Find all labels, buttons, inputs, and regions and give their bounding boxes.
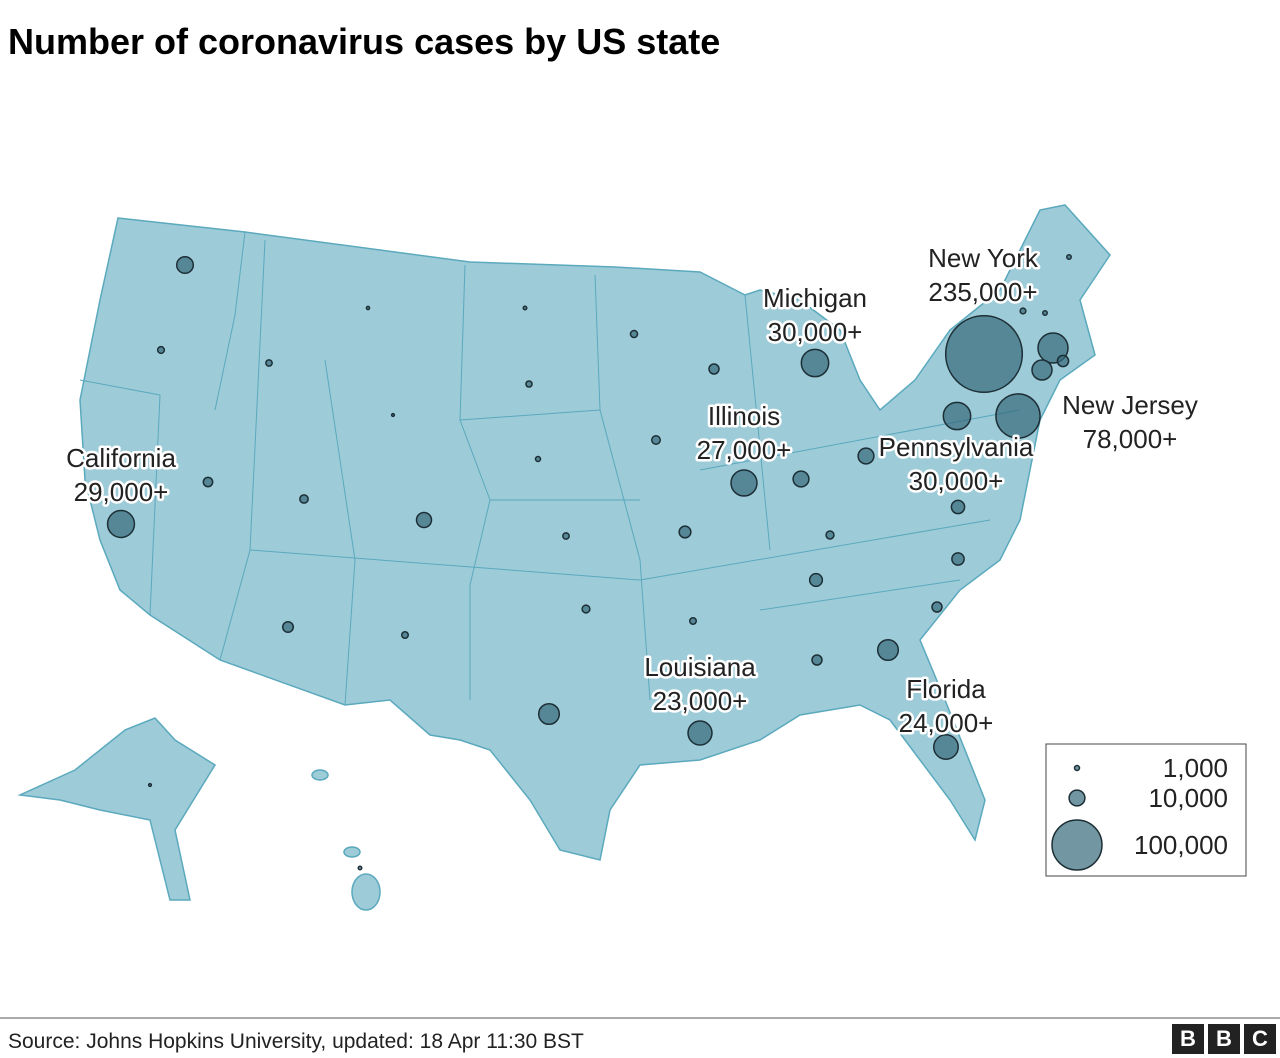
case-bubble	[175, 255, 195, 275]
case-bubble	[265, 359, 273, 367]
case-bubble	[792, 470, 810, 488]
case-bubble	[1019, 307, 1027, 315]
state-value: 78,000+	[1083, 424, 1178, 454]
case-bubble	[537, 702, 561, 726]
bubbles	[106, 254, 1072, 871]
case-bubble	[147, 782, 153, 788]
legend-bubble	[1068, 789, 1086, 807]
case-bubble	[687, 720, 713, 746]
state-name: California	[66, 443, 176, 473]
case-bubble	[202, 476, 214, 488]
case-bubble	[1042, 310, 1048, 316]
logo-box	[1244, 1024, 1276, 1054]
case-bubble	[995, 393, 1041, 439]
state-name: Michigan	[763, 283, 867, 313]
state-name: Louisiana	[644, 652, 756, 682]
state-value: 30,000+	[909, 466, 1004, 496]
state-value: 27,000+	[697, 435, 792, 465]
logo-letter: B	[1180, 1026, 1196, 1051]
state-value: 29,000+	[74, 477, 169, 507]
state-name: New York	[928, 243, 1039, 273]
case-bubble	[562, 532, 570, 540]
case-bubble	[825, 530, 835, 540]
logo-letter: C	[1252, 1026, 1268, 1051]
case-bubble	[811, 654, 823, 666]
source: Source: Johns Hopkins University, update…	[8, 1030, 584, 1053]
case-bubble	[800, 348, 830, 378]
logo-box	[1172, 1024, 1204, 1054]
case-bubble	[106, 509, 136, 539]
case-bubble	[944, 314, 1024, 394]
case-bubble	[581, 604, 591, 614]
labels: California 29,000+ Michigan 30,000+ New York…	[64, 241, 1201, 741]
case-bubble	[390, 412, 396, 418]
state-name: New Jersey	[1062, 390, 1198, 420]
hawaii	[311, 769, 329, 781]
case-bubble	[281, 620, 295, 634]
map-shapes	[17, 204, 1111, 911]
logo-letter: B	[1216, 1026, 1232, 1051]
legend-bubble	[1051, 819, 1103, 871]
case-bubble	[156, 345, 166, 355]
case-bubble	[951, 552, 965, 566]
case-bubble	[629, 329, 639, 339]
state-value: 24,000+	[899, 708, 994, 738]
state-name: Florida	[906, 674, 986, 704]
state-name: Pennsylvania	[879, 432, 1034, 462]
case-bubble	[857, 447, 875, 465]
case-bubble	[931, 601, 943, 613]
case-bubble	[876, 638, 900, 662]
legend-label: 1,000	[1163, 753, 1228, 783]
logo-box	[1208, 1024, 1240, 1054]
state-value: 235,000+	[928, 277, 1037, 307]
case-bubble	[415, 511, 433, 529]
legend-bubble	[1073, 764, 1081, 772]
case-bubble	[1066, 254, 1072, 260]
case-bubble	[650, 434, 662, 446]
title: Number of coronavirus cases by US state	[8, 21, 720, 62]
case-bubble	[688, 616, 698, 626]
case-bubble	[1031, 359, 1053, 381]
case-bubble	[357, 865, 363, 871]
case-bubble	[808, 572, 824, 588]
border	[79, 231, 1021, 706]
case-bubble	[678, 525, 692, 539]
case-bubble	[299, 494, 309, 504]
case-bubble	[365, 305, 371, 311]
state-borders	[79, 231, 1021, 706]
case-bubble	[534, 455, 542, 463]
case-bubble	[708, 363, 720, 375]
hawaii	[351, 873, 381, 911]
legend-label: 100,000	[1134, 830, 1228, 860]
case-bubble	[1056, 354, 1070, 368]
case-bubble	[525, 380, 533, 388]
case-bubble	[400, 630, 410, 640]
case-bubble	[730, 469, 758, 497]
case-bubble	[942, 401, 972, 431]
legend-label: 10,000	[1148, 783, 1228, 813]
case-bubble	[950, 499, 966, 515]
alaska	[17, 717, 217, 901]
case-bubble	[522, 305, 528, 311]
hawaii	[343, 846, 361, 858]
state-value: 30,000+	[768, 317, 863, 347]
lower-48	[79, 204, 1111, 861]
state-value: 23,000+	[653, 686, 748, 716]
state-name: Illinois	[708, 401, 780, 431]
case-bubble	[933, 734, 959, 760]
